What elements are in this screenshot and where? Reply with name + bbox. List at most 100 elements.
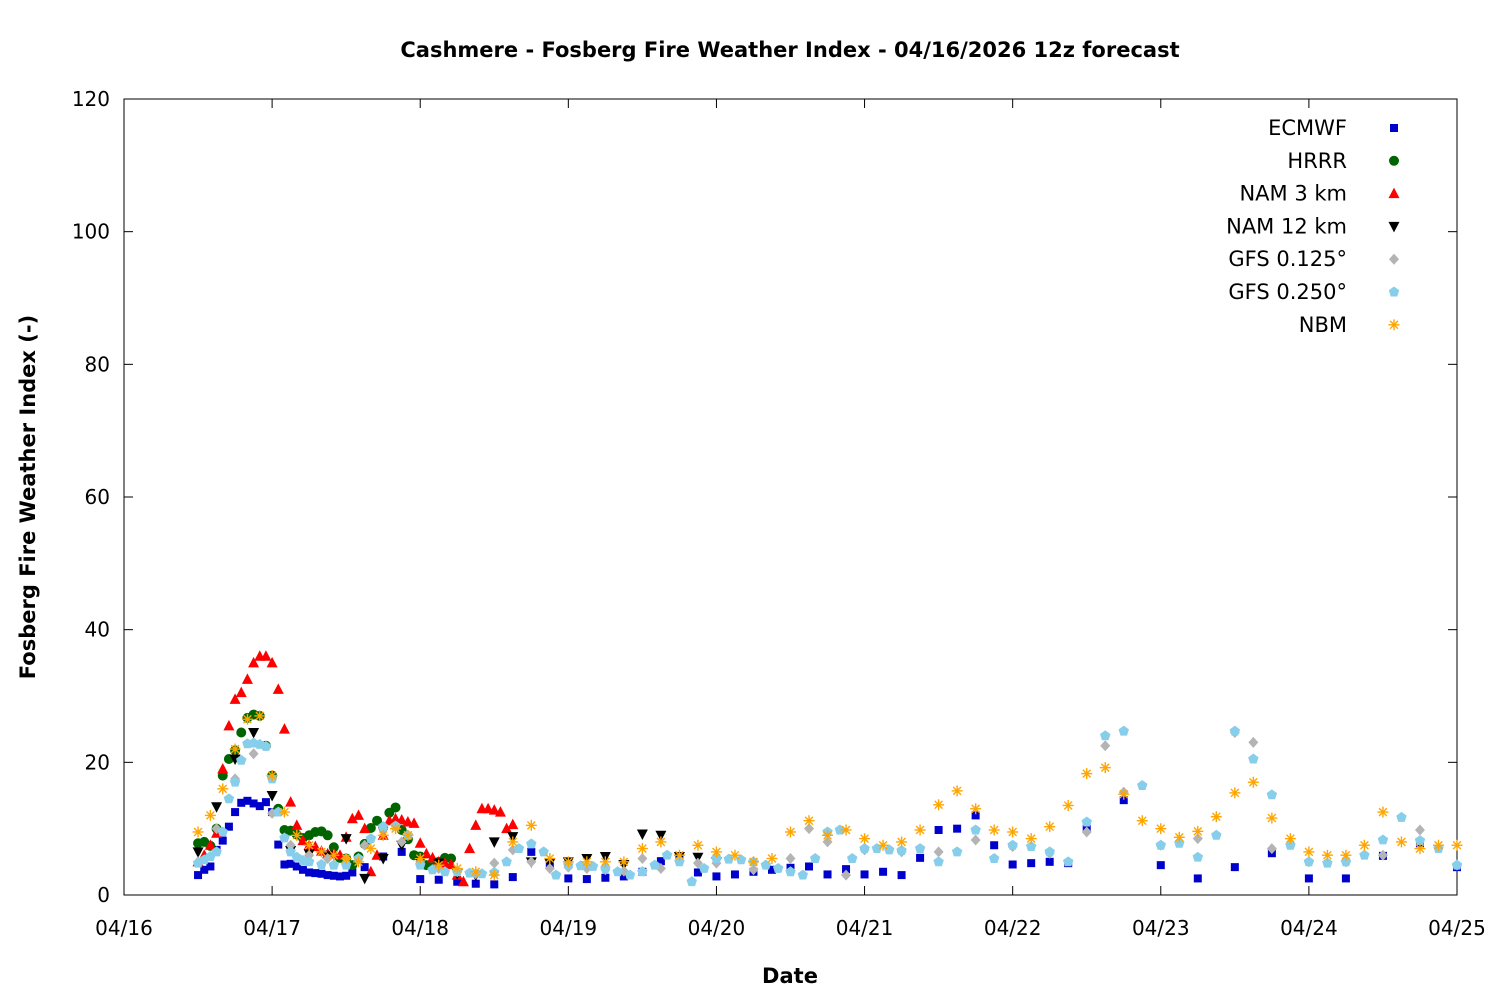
data-point-ecmwf (323, 871, 332, 880)
asterisk-stroke (1267, 813, 1277, 823)
y-tick-label: 40 (85, 618, 110, 642)
data-point-nbm (785, 826, 796, 838)
data-point-ecmwf (237, 798, 246, 807)
data-point-ecmwf (1008, 860, 1017, 869)
data-point-gfs-0-250 (1081, 816, 1092, 827)
data-point-nbm (402, 829, 414, 841)
legend-marker-gfs-0-250 (1388, 286, 1400, 297)
asterisk-stroke (243, 714, 252, 724)
data-point-gfs-0-250 (951, 846, 963, 857)
data-point-ecmwf (805, 862, 814, 871)
asterisk-stroke (693, 840, 703, 850)
asterisk-stroke (767, 854, 777, 863)
asterisk-stroke (786, 827, 795, 837)
asterisk-stroke (1378, 807, 1388, 817)
data-point-ecmwf (767, 865, 776, 874)
data-point-hrrr (390, 802, 401, 813)
data-point-ecmwf (582, 875, 591, 884)
data-point-gfs-0-125 (1081, 826, 1092, 838)
data-point-gfs-0-250 (797, 869, 809, 880)
data-point-nam-12-km (377, 854, 389, 865)
data-point-gfs-0-250 (1211, 829, 1222, 840)
asterisk-stroke (1397, 837, 1406, 847)
data-point-nbm (291, 829, 303, 841)
data-point-nbm (390, 823, 402, 835)
asterisk-stroke (1434, 840, 1443, 850)
data-point-ecmwf (823, 870, 832, 879)
data-point-nbm (1266, 812, 1278, 824)
data-point-nbm (1229, 787, 1241, 799)
data-point-ecmwf (953, 824, 962, 833)
data-point-ecmwf (274, 840, 283, 849)
data-point-ecmwf (1341, 874, 1350, 883)
data-point-ecmwf (335, 872, 344, 881)
asterisk-stroke (452, 864, 462, 873)
asterisk-stroke (1082, 769, 1092, 778)
y-tick-label: 0 (97, 883, 110, 907)
data-point-gfs-0-250 (884, 844, 895, 855)
y-tick-label: 120 (72, 87, 110, 111)
data-point-hrrr (236, 727, 247, 738)
data-point-nam-3-km (248, 656, 260, 668)
legend-label-nam-12-km: NAM 12 km (1226, 214, 1347, 238)
data-point-gfs-0-250 (612, 866, 623, 877)
data-point-nbm (303, 839, 315, 851)
data-point-nbm (217, 783, 229, 795)
data-point-nbm (636, 843, 648, 855)
data-point-ecmwf (656, 857, 665, 866)
asterisk-stroke (545, 854, 555, 863)
data-point-ecmwf (1119, 796, 1128, 805)
data-point-nam-3-km (272, 683, 284, 694)
data-point-nam-3-km (464, 842, 476, 854)
data-point-nbm (433, 859, 445, 871)
asterisk-stroke (1156, 824, 1166, 834)
data-point-ecmwf (261, 798, 270, 807)
data-point-gfs-0-125 (822, 836, 833, 848)
data-point-gfs-0-125 (970, 834, 981, 846)
asterisk-stroke (1008, 827, 1018, 837)
data-point-gfs-0-250 (1322, 857, 1333, 868)
data-point-ecmwf (298, 865, 307, 874)
data-point-nbm (618, 856, 630, 868)
data-point-nam-12-km (359, 873, 371, 885)
data-point-ecmwf (730, 870, 739, 879)
legend-label-nam-3-km: NAM 3 km (1239, 182, 1347, 206)
asterisk-stroke (860, 834, 869, 844)
data-point-nbm (1044, 821, 1056, 833)
y-axis-label: Fosberg Fire Weather Index (-) (16, 315, 40, 679)
data-point-gfs-0-250 (1062, 856, 1074, 867)
asterisk-stroke (1304, 847, 1314, 857)
data-point-nbm (451, 862, 463, 874)
asterisk-stroke (508, 837, 518, 847)
data-point-nbm (1173, 831, 1185, 843)
asterisk-stroke (878, 840, 888, 850)
data-point-ecmwf (693, 868, 702, 877)
data-point-gfs-0-250 (1285, 839, 1296, 850)
y-axis: 0 20 40 60 80 100 120 (72, 87, 1457, 907)
data-point-nam-3-km (235, 686, 247, 698)
data-point-nam-12-km (248, 727, 260, 739)
asterisk-stroke (255, 711, 265, 721)
y-tick-label: 20 (85, 750, 110, 774)
data-point-ecmwf (255, 802, 264, 811)
data-point-nbm (1247, 776, 1259, 788)
data-point-gfs-0-250 (538, 846, 549, 857)
data-point-gfs-0-250 (1451, 859, 1463, 870)
asterisk-stroke (391, 824, 400, 834)
data-point-nam-3-km (470, 819, 482, 830)
data-point-nam-3-km (494, 806, 506, 817)
asterisk-stroke (582, 857, 592, 867)
data-point-gfs-0-250 (686, 876, 697, 887)
data-point-gfs-0-125 (1414, 824, 1425, 836)
data-point-nbm (266, 770, 278, 782)
asterisk-stroke (1452, 840, 1462, 850)
data-point-gfs-0-250 (1414, 835, 1426, 846)
data-point-nam-3-km (414, 837, 426, 848)
data-point-nam-3-km (353, 809, 365, 820)
data-point-nam-12-km (488, 837, 500, 848)
legend-marker-ecmwf (1390, 124, 1398, 132)
data-point-ecmwf (1193, 874, 1202, 883)
data-point-ecmwf (342, 871, 351, 880)
data-point-ecmwf (508, 873, 517, 882)
data-point-nam-12-km (211, 802, 223, 813)
